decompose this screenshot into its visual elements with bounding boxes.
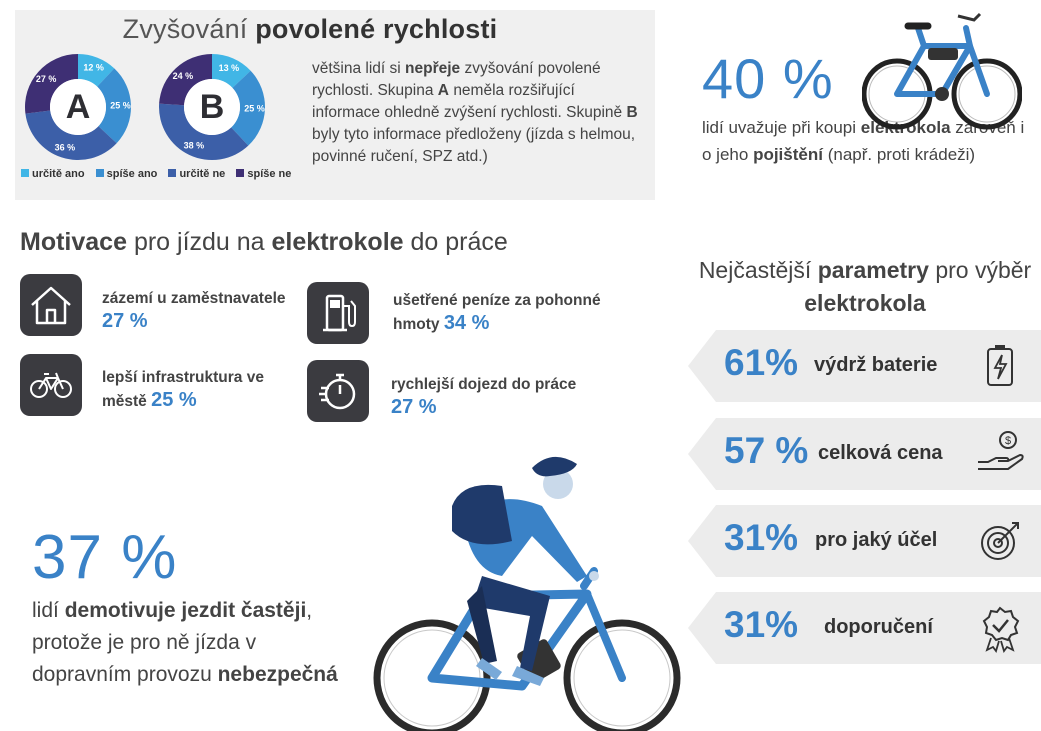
battery-icon xyxy=(987,345,1013,386)
stat-40-value: 40 % xyxy=(702,47,834,110)
stat-37-value: 37 % xyxy=(32,523,178,592)
donut-slice-label: 24 % xyxy=(173,71,194,81)
donut-slice-label: 38 % xyxy=(184,140,205,150)
parameters-title: Nejčastější parametry pro výběr elektrok… xyxy=(698,257,1032,316)
donut-slice-label: 25 % xyxy=(244,103,265,113)
parameter-row-purpose: 31% pro jaký účel xyxy=(688,505,1041,577)
motivation-item: lepší infrastruktura ve městě 25 % xyxy=(102,369,264,411)
donut-hole xyxy=(50,79,106,135)
donut-slice-label: 13 % xyxy=(219,63,240,73)
house-icon xyxy=(20,274,82,336)
donut-slice xyxy=(212,54,251,88)
donut-hole xyxy=(184,79,240,135)
donut-chart-b: 13 % 25 % 38 % 24 % B xyxy=(157,52,267,162)
money-hand-icon: $ xyxy=(978,431,1024,470)
donut-slice xyxy=(78,54,115,87)
donut-slice-label: 36 % xyxy=(55,142,76,152)
donut-slice xyxy=(231,70,265,146)
cyclist-illustration xyxy=(373,456,681,731)
bicycle-icon xyxy=(20,354,82,416)
speed-description: většina lidí si nepřeje zvyšování povole… xyxy=(312,60,638,165)
donut-slice-label: 25 % xyxy=(110,101,131,111)
motivation-item: rychlejší dojezd do práce 27 % xyxy=(391,376,577,418)
speed-title: Zvyšování povolené rychlosti xyxy=(122,14,498,44)
donut-slice xyxy=(24,54,78,114)
stopwatch-icon xyxy=(307,360,369,422)
stat-37-text: lidí demotivuje jezdit častěji, protože … xyxy=(32,599,338,686)
parameter-row-battery: 61% výdrž baterie xyxy=(688,330,1041,402)
motivation-item: ušetřené peníze za pohonné hmoty 34 % xyxy=(393,292,601,334)
donut-slice-label: 12 % xyxy=(83,62,104,72)
parameter-row-price: 57 % celková cena $ xyxy=(688,418,1041,490)
legend-item: spíše ano xyxy=(95,168,157,180)
donut-b-letter: B xyxy=(199,88,225,126)
motivation-item: zázemí u zaměstnavatele 27 % xyxy=(102,290,286,332)
donut-b-svg: 13 % 25 % 38 % 24 % xyxy=(159,54,265,160)
motivation-title: Motivace pro jízdu na elektrokole do prá… xyxy=(20,228,508,256)
donut-a-letter: A xyxy=(65,88,91,126)
donut-slice xyxy=(25,110,117,160)
donut-chart-a: 12 % 25 % 36 % 27 % A xyxy=(23,52,133,162)
donut-legend: určitě ano spíše ano určitě ne spíše ne xyxy=(21,168,299,180)
legend-item: spíše ne xyxy=(236,168,291,180)
donut-a-svg: 12 % 25 % 36 % 27 % xyxy=(24,54,131,160)
parameter-row-recommendation: 31% doporučení xyxy=(688,592,1041,664)
fuel-pump-icon xyxy=(307,282,369,344)
legend-item: určitě ano xyxy=(21,168,85,180)
speed-panel: Zvyšování povolené rychlosti 12 % 25 % 36 … xyxy=(15,10,655,200)
badge-check-icon xyxy=(982,606,1020,653)
e-bike-illustration xyxy=(862,12,1022,130)
target-icon xyxy=(981,522,1019,560)
legend-item: určitě ne xyxy=(168,168,225,180)
donut-slice-label: 27 % xyxy=(36,74,57,84)
donut-slice xyxy=(159,54,212,106)
donut-slice xyxy=(97,68,131,144)
donut-slice xyxy=(159,103,249,160)
svg-text:$: $ xyxy=(1005,435,1011,447)
